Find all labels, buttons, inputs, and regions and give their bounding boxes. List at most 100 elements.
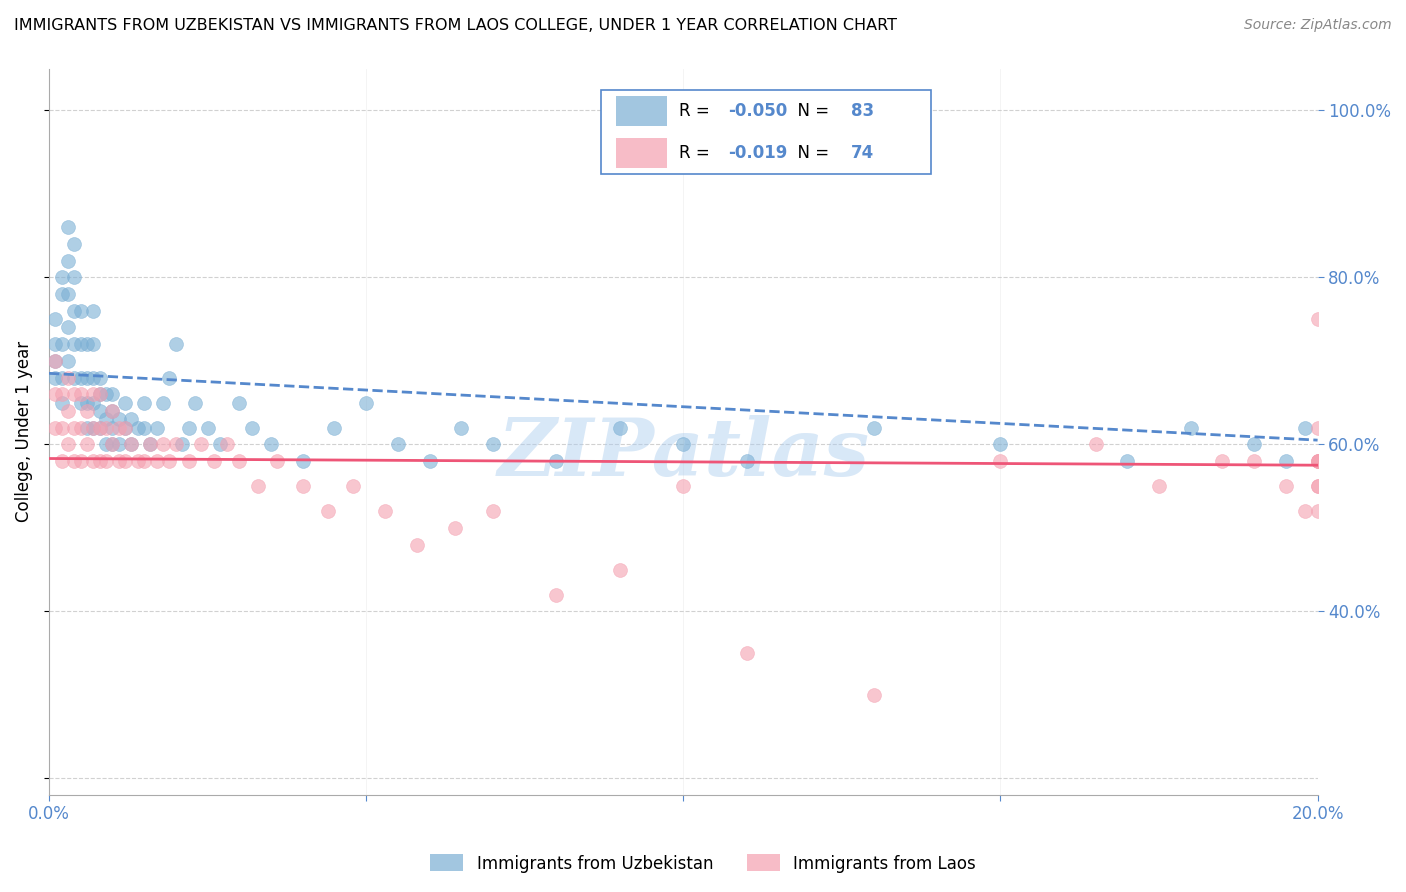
Point [1306, 454, 1329, 468]
Point [1306, 479, 1329, 493]
Point [184, 395, 207, 409]
Point [177, 454, 200, 468]
Point [51, 270, 73, 285]
Point [291, 454, 314, 468]
Point [63, 337, 86, 351]
Point [51, 287, 73, 301]
Point [134, 454, 156, 468]
Point [94, 412, 117, 426]
Text: R =: R = [679, 144, 716, 162]
Point [735, 646, 758, 660]
Point [120, 412, 142, 426]
Point [609, 563, 631, 577]
Point [482, 437, 505, 451]
Point [134, 395, 156, 409]
Text: 83: 83 [851, 103, 875, 120]
Point [291, 479, 314, 493]
Point [450, 420, 472, 434]
Point [215, 437, 238, 451]
Point [316, 504, 339, 518]
Point [1306, 479, 1329, 493]
Point [159, 370, 181, 384]
Point [1306, 420, 1329, 434]
Point [107, 437, 129, 451]
Point [94, 454, 117, 468]
Point [56, 220, 79, 235]
Point [190, 437, 212, 451]
Point [419, 454, 441, 468]
Point [63, 454, 86, 468]
Point [107, 454, 129, 468]
Point [69, 395, 91, 409]
Point [51, 387, 73, 401]
Point [482, 504, 505, 518]
Point [120, 437, 142, 451]
Point [63, 236, 86, 251]
Point [69, 370, 91, 384]
Bar [616, 137, 666, 169]
Point [735, 454, 758, 468]
Point [44, 312, 66, 326]
Point [127, 454, 149, 468]
Point [1147, 479, 1170, 493]
Point [1306, 504, 1329, 518]
Text: 74: 74 [851, 144, 875, 162]
Point [107, 420, 129, 434]
Point [114, 454, 136, 468]
Point [159, 454, 181, 468]
Point [82, 420, 104, 434]
Point [56, 353, 79, 368]
Point [1306, 454, 1329, 468]
Point [69, 303, 91, 318]
Point [76, 395, 98, 409]
Point [114, 420, 136, 434]
Point [82, 370, 104, 384]
Point [82, 395, 104, 409]
Point [139, 437, 162, 451]
Legend: Immigrants from Uzbekistan, Immigrants from Laos: Immigrants from Uzbekistan, Immigrants f… [423, 847, 983, 880]
Point [69, 387, 91, 401]
Point [76, 437, 98, 451]
Point [44, 420, 66, 434]
Point [94, 420, 117, 434]
Point [1116, 454, 1139, 468]
Point [546, 588, 568, 602]
Point [152, 395, 174, 409]
Point [89, 420, 111, 434]
Point [44, 353, 66, 368]
Point [444, 521, 467, 535]
Point [56, 253, 79, 268]
Point [247, 479, 270, 493]
Point [44, 353, 66, 368]
Point [209, 437, 232, 451]
Point [56, 370, 79, 384]
Point [44, 337, 66, 351]
Point [172, 437, 194, 451]
Point [1084, 437, 1107, 451]
Point [120, 437, 142, 451]
Text: Source: ZipAtlas.com: Source: ZipAtlas.com [1244, 18, 1392, 32]
Point [342, 479, 364, 493]
Point [89, 370, 111, 384]
Point [69, 454, 91, 468]
Point [51, 454, 73, 468]
Point [56, 437, 79, 451]
Point [1306, 312, 1329, 326]
Point [1306, 454, 1329, 468]
Text: ZIPatlas: ZIPatlas [498, 415, 869, 492]
Point [101, 387, 124, 401]
Point [63, 303, 86, 318]
Point [862, 420, 884, 434]
Text: IMMIGRANTS FROM UZBEKISTAN VS IMMIGRANTS FROM LAOS COLLEGE, UNDER 1 YEAR CORRELA: IMMIGRANTS FROM UZBEKISTAN VS IMMIGRANTS… [14, 18, 897, 33]
Point [82, 303, 104, 318]
Point [387, 437, 409, 451]
Point [76, 337, 98, 351]
Point [101, 404, 124, 418]
Point [82, 337, 104, 351]
Point [76, 420, 98, 434]
Point [1180, 420, 1202, 434]
Point [114, 420, 136, 434]
Point [114, 395, 136, 409]
Point [266, 454, 288, 468]
Point [69, 420, 91, 434]
